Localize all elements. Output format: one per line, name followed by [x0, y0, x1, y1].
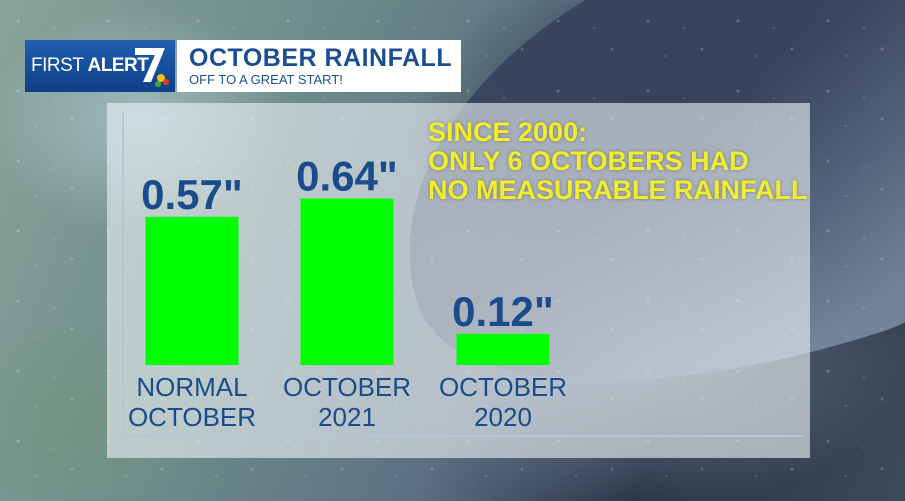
category-label: OCTOBER: [128, 402, 256, 432]
bar-0: [145, 216, 239, 365]
category-label: 2021: [318, 402, 376, 432]
rainfall-note: SINCE 2000: ONLY 6 OCTOBERS HAD NO MEASU…: [428, 118, 808, 205]
title-banner: OCTOBER RAINFALL OFF TO A GREAT START!: [177, 40, 461, 92]
page-title: OCTOBER RAINFALL: [189, 44, 453, 72]
category-label: OCTOBER: [439, 372, 567, 402]
note-line: SINCE 2000:: [428, 117, 588, 147]
note-line: ONLY 6 OCTOBERS HAD: [428, 146, 749, 176]
category-label: 2020: [474, 402, 532, 432]
category-label: NORMAL: [136, 372, 247, 402]
brand-first: FIRST: [31, 55, 84, 76]
brand-alert: ALERT: [87, 55, 149, 76]
bar-2: [456, 333, 550, 365]
page-subtitle: OFF TO A GREAT START!: [189, 72, 343, 87]
bar-value-label: 0.12": [452, 288, 554, 335]
bar-value-label: 0.64": [296, 153, 398, 200]
bar-1: [300, 198, 394, 365]
chart-frame: [122, 113, 804, 437]
note-line: NO MEASURABLE RAINFALL: [428, 175, 808, 205]
bar-value-label: 0.57": [141, 171, 243, 218]
station-logo: FIRST ALERT: [25, 40, 175, 92]
category-label: OCTOBER: [283, 372, 411, 402]
seven-peacock-icon: [135, 48, 169, 87]
